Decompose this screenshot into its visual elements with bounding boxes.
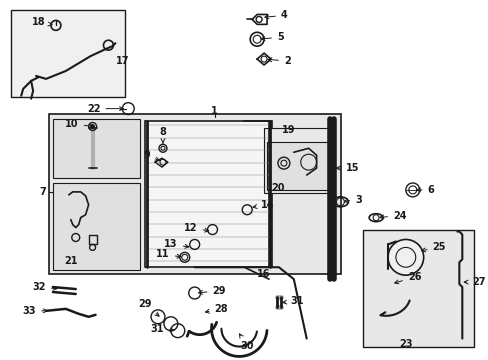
Text: 19: 19 xyxy=(282,125,295,135)
Text: 15: 15 xyxy=(336,163,359,173)
Text: 21: 21 xyxy=(64,256,78,266)
Circle shape xyxy=(90,125,94,129)
Text: 30: 30 xyxy=(239,334,253,351)
Bar xyxy=(266,142,328,190)
Bar xyxy=(49,114,341,274)
Text: 16: 16 xyxy=(257,269,270,279)
Text: 20: 20 xyxy=(270,183,284,193)
Text: 8: 8 xyxy=(159,127,166,143)
Text: 5: 5 xyxy=(261,32,283,42)
Text: 10: 10 xyxy=(65,120,94,130)
Text: 6: 6 xyxy=(416,185,433,195)
Text: 23: 23 xyxy=(398,338,412,348)
Text: 11: 11 xyxy=(156,249,181,259)
Text: 22: 22 xyxy=(87,104,123,114)
Text: 32: 32 xyxy=(32,282,57,292)
Text: 12: 12 xyxy=(184,222,208,233)
Text: 33: 33 xyxy=(22,306,47,316)
Text: 31: 31 xyxy=(282,296,304,306)
Bar xyxy=(264,129,331,193)
Text: 24: 24 xyxy=(379,211,406,221)
Bar xyxy=(53,183,140,270)
Text: 25: 25 xyxy=(421,242,445,252)
Text: 2: 2 xyxy=(267,56,290,66)
Text: 17: 17 xyxy=(116,56,130,66)
Text: 13: 13 xyxy=(164,239,188,249)
Text: 31: 31 xyxy=(150,324,174,334)
Text: 7: 7 xyxy=(40,187,46,197)
Text: 14: 14 xyxy=(252,200,274,210)
Text: 1: 1 xyxy=(211,105,218,116)
Text: 26: 26 xyxy=(394,272,421,284)
Text: 27: 27 xyxy=(463,277,485,287)
Bar xyxy=(145,121,271,267)
Text: 29: 29 xyxy=(138,299,159,316)
Bar xyxy=(11,9,125,97)
Circle shape xyxy=(387,239,423,275)
Text: 3: 3 xyxy=(344,195,361,205)
Text: 9: 9 xyxy=(143,150,159,161)
Text: 4: 4 xyxy=(264,10,287,21)
Bar xyxy=(363,230,473,347)
Text: 29: 29 xyxy=(198,286,225,296)
Bar xyxy=(53,118,140,178)
Text: 28: 28 xyxy=(205,304,228,314)
Text: 18: 18 xyxy=(32,17,52,27)
